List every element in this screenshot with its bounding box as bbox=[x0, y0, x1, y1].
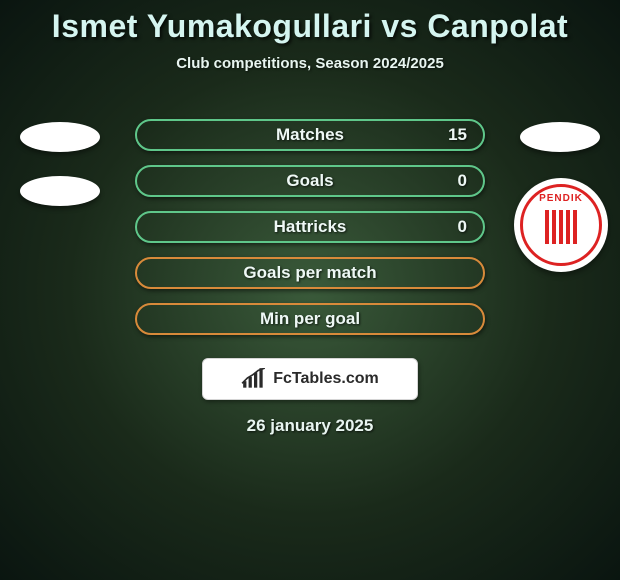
stat-bar: Goals per match bbox=[135, 257, 485, 289]
club-badge-text: PENDIK bbox=[539, 193, 583, 204]
stat-value-right: 0 bbox=[458, 171, 467, 191]
chart-icon bbox=[241, 368, 267, 390]
stat-label: Hattricks bbox=[137, 217, 483, 237]
player-avatar-left bbox=[20, 176, 100, 206]
club-badge-inner: PENDIK bbox=[520, 184, 602, 266]
stat-row: Min per goal bbox=[0, 296, 620, 342]
subtitle: Club competitions, Season 2024/2025 bbox=[0, 55, 620, 72]
stat-label: Goals bbox=[137, 171, 483, 191]
brand-text: FcTables.com bbox=[273, 370, 379, 388]
stat-label: Min per goal bbox=[137, 309, 483, 329]
date-text: 26 january 2025 bbox=[0, 416, 620, 436]
club-badge-stripes bbox=[541, 210, 581, 244]
stat-bar: Matches15 bbox=[135, 119, 485, 151]
stat-bar: Hattricks0 bbox=[135, 211, 485, 243]
stat-label: Goals per match bbox=[137, 263, 483, 283]
stat-label: Matches bbox=[137, 125, 483, 145]
brand-badge: FcTables.com bbox=[202, 358, 418, 400]
page-title: Ismet Yumakogullari vs Canpolat bbox=[0, 8, 620, 45]
player-avatar-right bbox=[520, 122, 600, 152]
stat-value-right: 15 bbox=[448, 125, 467, 145]
stat-bar: Min per goal bbox=[135, 303, 485, 335]
comparison-card: Ismet Yumakogullari vs Canpolat Club com… bbox=[0, 0, 620, 436]
player-avatar-left bbox=[20, 122, 100, 152]
stat-value-right: 0 bbox=[458, 217, 467, 237]
stat-bar: Goals0 bbox=[135, 165, 485, 197]
club-badge: PENDIK bbox=[514, 178, 608, 272]
